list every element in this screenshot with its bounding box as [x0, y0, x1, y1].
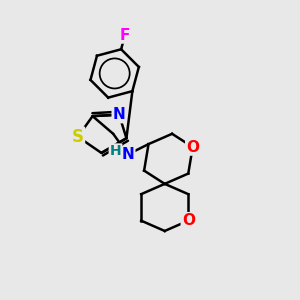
Text: H: H [110, 145, 122, 158]
Text: N: N [122, 147, 134, 162]
Text: F: F [120, 28, 130, 43]
Text: S: S [72, 128, 84, 146]
Text: O: O [186, 140, 199, 154]
Text: N: N [113, 107, 125, 122]
Text: O: O [182, 213, 195, 228]
